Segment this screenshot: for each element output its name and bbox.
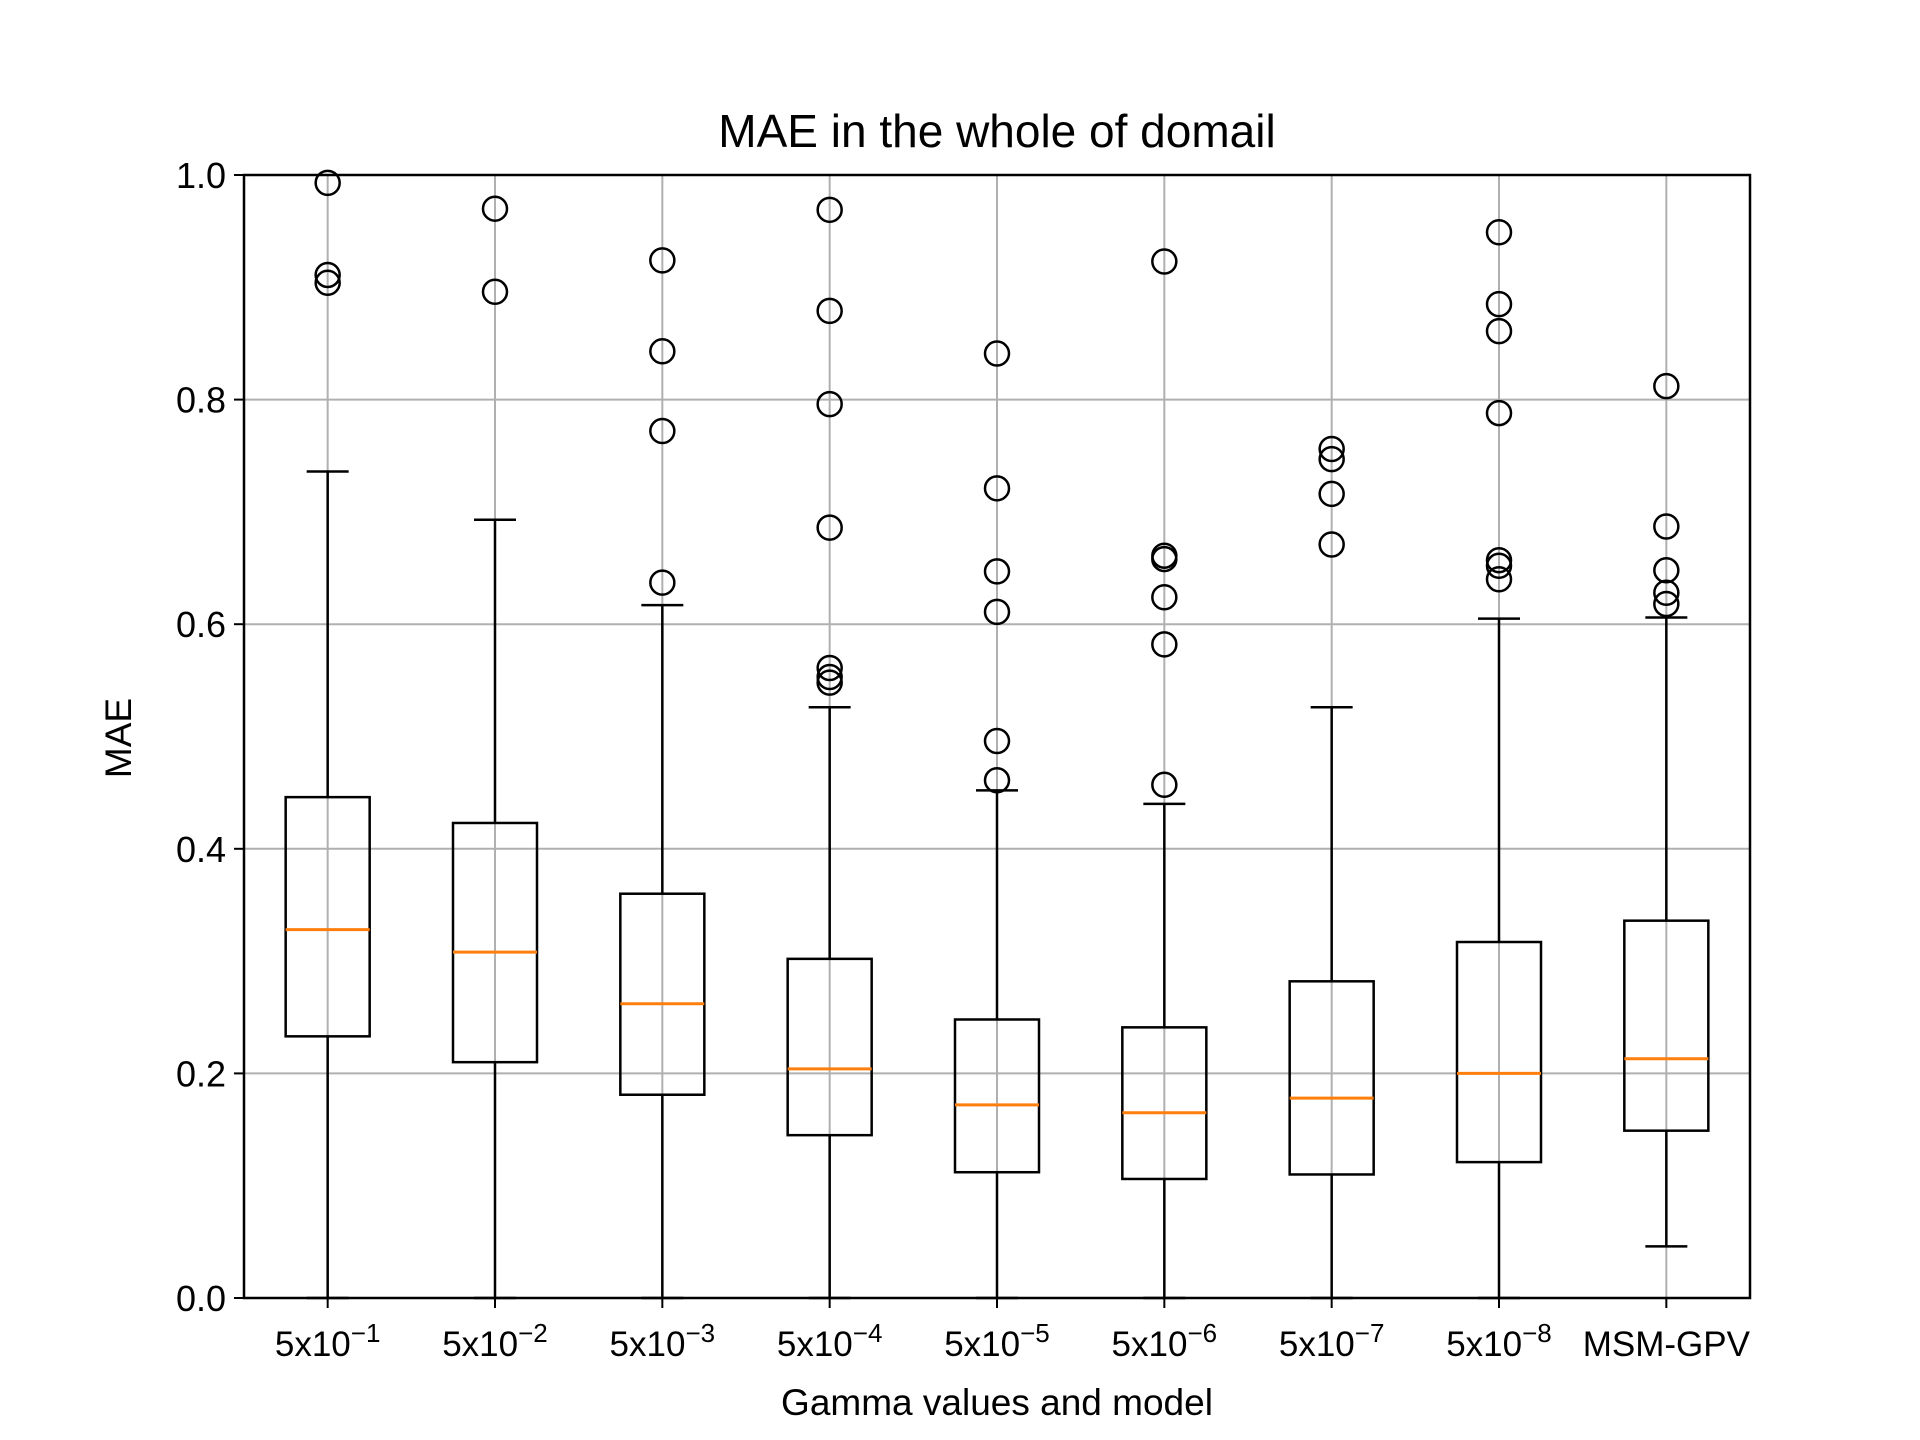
outlier-point (1151, 248, 1178, 275)
iqr-box (1121, 1026, 1208, 1181)
y-tick-label: 0.6 (176, 604, 226, 645)
y-tick-label: 0.0 (176, 1278, 226, 1319)
outlier-point (816, 196, 843, 224)
outlier-point (1485, 219, 1513, 246)
iqr-box (953, 1018, 1041, 1174)
iqr-box (451, 821, 539, 1064)
outlier-point (1151, 631, 1178, 658)
box-group (1288, 706, 1375, 1300)
outlier-point (983, 727, 1011, 755)
box-group (953, 789, 1041, 1300)
x-tick-label: 5x10−7 (1279, 1318, 1385, 1364)
x-tick-label: 5x10−3 (610, 1318, 716, 1364)
box-layer (284, 470, 1710, 1300)
iqr-box (284, 795, 371, 1038)
outlier-point (1653, 513, 1680, 540)
outlier-point (649, 338, 676, 365)
outlier-point (1485, 566, 1513, 593)
outlier-point (1653, 557, 1680, 584)
outlier-point (314, 261, 341, 289)
outlier-point (1653, 372, 1680, 400)
outlier-point (816, 669, 843, 696)
outlier-point (983, 598, 1011, 626)
outlier-point (983, 475, 1011, 502)
iqr-box (1288, 980, 1375, 1176)
y-axis: 0.0 0.2 0.4 0.6 0.8 1.0 (176, 155, 244, 1319)
x-tick-label: 5x10−1 (275, 1318, 381, 1364)
outlier-point (1318, 480, 1345, 508)
x-tick-label: 5x10−6 (1112, 1318, 1218, 1364)
outlier-point (816, 390, 843, 418)
outlier-point (1151, 583, 1178, 611)
x-tick-label: MSM-GPV (1583, 1325, 1751, 1364)
outlier-point (1151, 545, 1178, 573)
outlier-point (649, 417, 676, 445)
outlier-point (649, 247, 676, 274)
outlier-point (1318, 531, 1345, 558)
outlier-point (1653, 590, 1680, 618)
outlier-point (481, 278, 509, 306)
outlier-point (314, 169, 341, 197)
y-tick-label: 0.4 (176, 829, 226, 870)
outlier-point (983, 767, 1011, 794)
x-tick-label: 5x10−4 (777, 1318, 883, 1364)
chart-title: MAE in the whole of domail (718, 105, 1275, 157)
outlier-point (314, 269, 341, 297)
y-tick-label: 0.8 (176, 380, 226, 421)
outlier-point (816, 654, 843, 682)
y-tick-label: 1.0 (176, 155, 226, 196)
box-group (1455, 617, 1543, 1300)
outlier-point (1485, 552, 1513, 580)
x-tick-label: 5x10−8 (1446, 1318, 1552, 1364)
iqr-box (619, 892, 706, 1096)
y-tick-label: 0.2 (176, 1053, 226, 1094)
box-group (451, 518, 539, 1300)
outlier-point (816, 297, 843, 325)
iqr-box (786, 957, 873, 1137)
outlier-point (1485, 290, 1513, 318)
iqr-box (1455, 940, 1543, 1164)
outlier-point (1318, 445, 1345, 473)
outlier-point (1653, 579, 1680, 607)
outlier-point (983, 340, 1011, 367)
y-axis-label: MAE (98, 698, 139, 778)
outlier-point (1485, 399, 1513, 427)
box-group (1623, 616, 1710, 1248)
x-tick-label: 5x10−5 (944, 1318, 1050, 1364)
outlier-point (481, 195, 509, 222)
iqr-box (1623, 919, 1710, 1132)
outlier-point (1318, 435, 1345, 463)
outlier-layer (314, 169, 1680, 799)
x-tick-label: 5x10−2 (442, 1318, 548, 1364)
x-axis: 5x10−1 5x10−2 5x10−3 5x10−4 5x10−5 5x10−6 5x10… (275, 1298, 1751, 1364)
outlier-point (1485, 317, 1513, 345)
outlier-point (649, 569, 676, 596)
outlier-point (1151, 771, 1178, 799)
outlier-point (983, 558, 1011, 585)
outlier-point (816, 514, 843, 541)
x-axis-label: Gamma values and model (781, 1382, 1213, 1423)
